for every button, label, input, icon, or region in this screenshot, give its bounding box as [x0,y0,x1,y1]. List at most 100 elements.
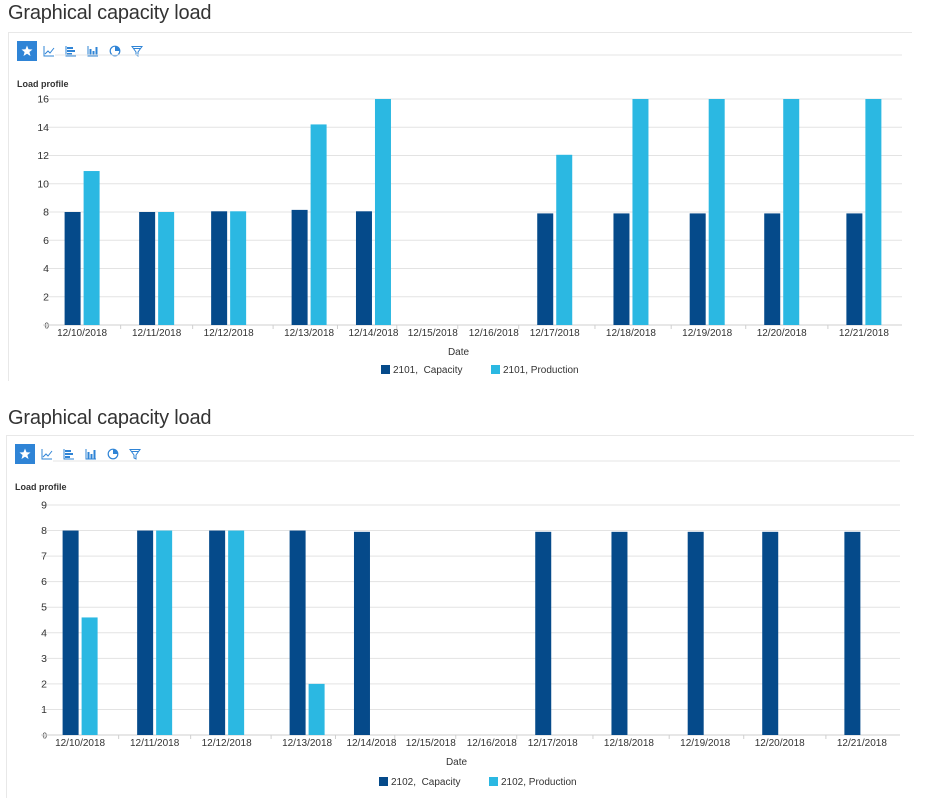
column-chart-icon[interactable] [83,41,103,61]
capacity-bar [289,530,306,735]
y-tick-label: 14 [37,122,49,134]
chart-subtitle: Load profile [15,482,67,492]
x-tick-label: 12/18/2018 [606,328,656,339]
chart-subtitle: Load profile [17,79,69,89]
pie-chart-icon[interactable] [103,444,123,464]
capacity-bar [64,212,81,325]
y-tick-label: 4 [41,627,47,639]
panel-title: Graphical capacity load [8,2,212,24]
legend-label: 2102, Production [501,777,577,788]
production-bar [228,530,245,735]
y-tick-label: 6 [43,235,49,247]
x-tick-label: 12/17/2018 [530,328,580,339]
capacity-panel-2101: Graphical capacity load Load profile 0 2 4… [8,2,912,381]
production-bar [308,683,325,735]
y-tick-label: 10 [37,178,49,190]
star-icon[interactable] [17,41,37,61]
star-icon[interactable] [15,444,35,464]
y-tick-label: 2 [41,678,47,690]
chart-card: Load profile 0 2 4 6 8 10 12 14 16 12/10/2018 12/1… [8,32,912,381]
column-chart-icon[interactable] [81,444,101,464]
x-tick-label: 12/10/2018 [55,738,105,749]
legend-label: 2102, Capacity [391,777,461,788]
capacity-bar [209,530,226,735]
x-tick-label: 12/12/2018 [202,738,252,749]
capacity-bar [844,531,861,735]
capacity-bar [689,213,706,325]
chart-toolbar [17,41,149,61]
production-bar [865,99,882,325]
capacity-bar [62,530,79,735]
panel-title: Graphical capacity load [8,407,212,429]
legend-label: 2101, Production [503,365,579,376]
pie-chart-icon[interactable] [105,41,125,61]
x-tick-label: 12/17/2018 [528,738,578,749]
y-tick-label: 5 [41,602,47,614]
funnel-icon[interactable] [125,444,145,464]
x-tick-label: 12/18/2018 [604,738,654,749]
x-tick-label: 12/14/2018 [348,328,398,339]
funnel-icon[interactable] [127,41,147,61]
y-tick-label: 9 [41,500,47,512]
y-tick-label: 3 [41,653,47,665]
capacity-bar [535,531,552,735]
capacity-bar [613,213,630,325]
x-tick-label: 12/14/2018 [346,738,396,749]
bar-chart-icon[interactable] [61,41,81,61]
legend-label: 2101, Capacity [393,365,463,376]
y-tick-label: 4 [43,263,49,275]
chart-card: Load profile 0 1 2 3 4 5 6 7 8 9 12/10/2018 12/11/2… [6,435,914,798]
production-bar [83,171,100,325]
x-tick-label: 12/11/2018 [130,738,180,749]
x-tick-label: 12/19/2018 [680,738,730,749]
legend-swatch [379,777,388,786]
x-tick-label: 12/11/2018 [132,328,182,339]
capacity-bar [137,530,154,735]
capacity-bar [762,531,779,735]
y-tick-label: 8 [43,207,49,219]
y-tick-label: 1 [41,704,47,716]
x-tick-label: 12/15/2018 [406,738,456,749]
chart-toolbar [15,444,147,464]
y-tick-label: 12 [37,150,49,162]
capacity-bar [355,211,372,325]
production-bar [374,99,391,325]
capacity-bar [846,213,863,325]
x-tick-label: 12/16/2018 [467,738,517,749]
legend-swatch [381,365,390,374]
capacity-bar [687,531,704,735]
y-tick-label: 6 [41,576,47,588]
production-bar [81,617,98,735]
x-tick-label: 12/20/2018 [757,328,807,339]
capacity-bar [353,531,370,735]
x-axis-title: Date [448,347,470,358]
capacity-bar [611,531,628,735]
bar-chart-icon[interactable] [59,444,79,464]
bar-chart: 0 2 4 6 8 10 12 14 16 12/10/2018 12/11/2018 12/12/2… [37,54,902,376]
y-tick-label: 0 [45,322,50,331]
production-bar [708,99,725,325]
capacity-bar [537,213,554,325]
x-tick-label: 12/12/2018 [204,328,254,339]
x-tick-label: 12/21/2018 [839,328,889,339]
production-bar [158,212,175,325]
x-tick-label: 12/16/2018 [469,328,519,339]
x-axis-title: Date [446,757,468,768]
production-bar [310,124,327,325]
x-tick-label: 12/15/2018 [408,328,458,339]
y-tick-label: 16 [37,94,49,106]
x-tick-label: 12/20/2018 [755,738,805,749]
y-tick-label: 8 [41,525,47,537]
bar-chart: 0 1 2 3 4 5 6 7 8 9 12/10/2018 12/11/2018 12/12/2018… [41,460,900,788]
production-bar [156,530,173,735]
x-tick-label: 12/13/2018 [284,328,334,339]
line-chart-icon[interactable] [39,41,59,61]
x-tick-label: 12/13/2018 [282,738,332,749]
y-tick-label: 0 [43,732,48,741]
x-tick-label: 12/19/2018 [682,328,732,339]
line-chart-icon[interactable] [37,444,57,464]
capacity-bar [139,212,156,325]
y-tick-label: 7 [41,551,47,563]
legend-swatch [491,365,500,374]
